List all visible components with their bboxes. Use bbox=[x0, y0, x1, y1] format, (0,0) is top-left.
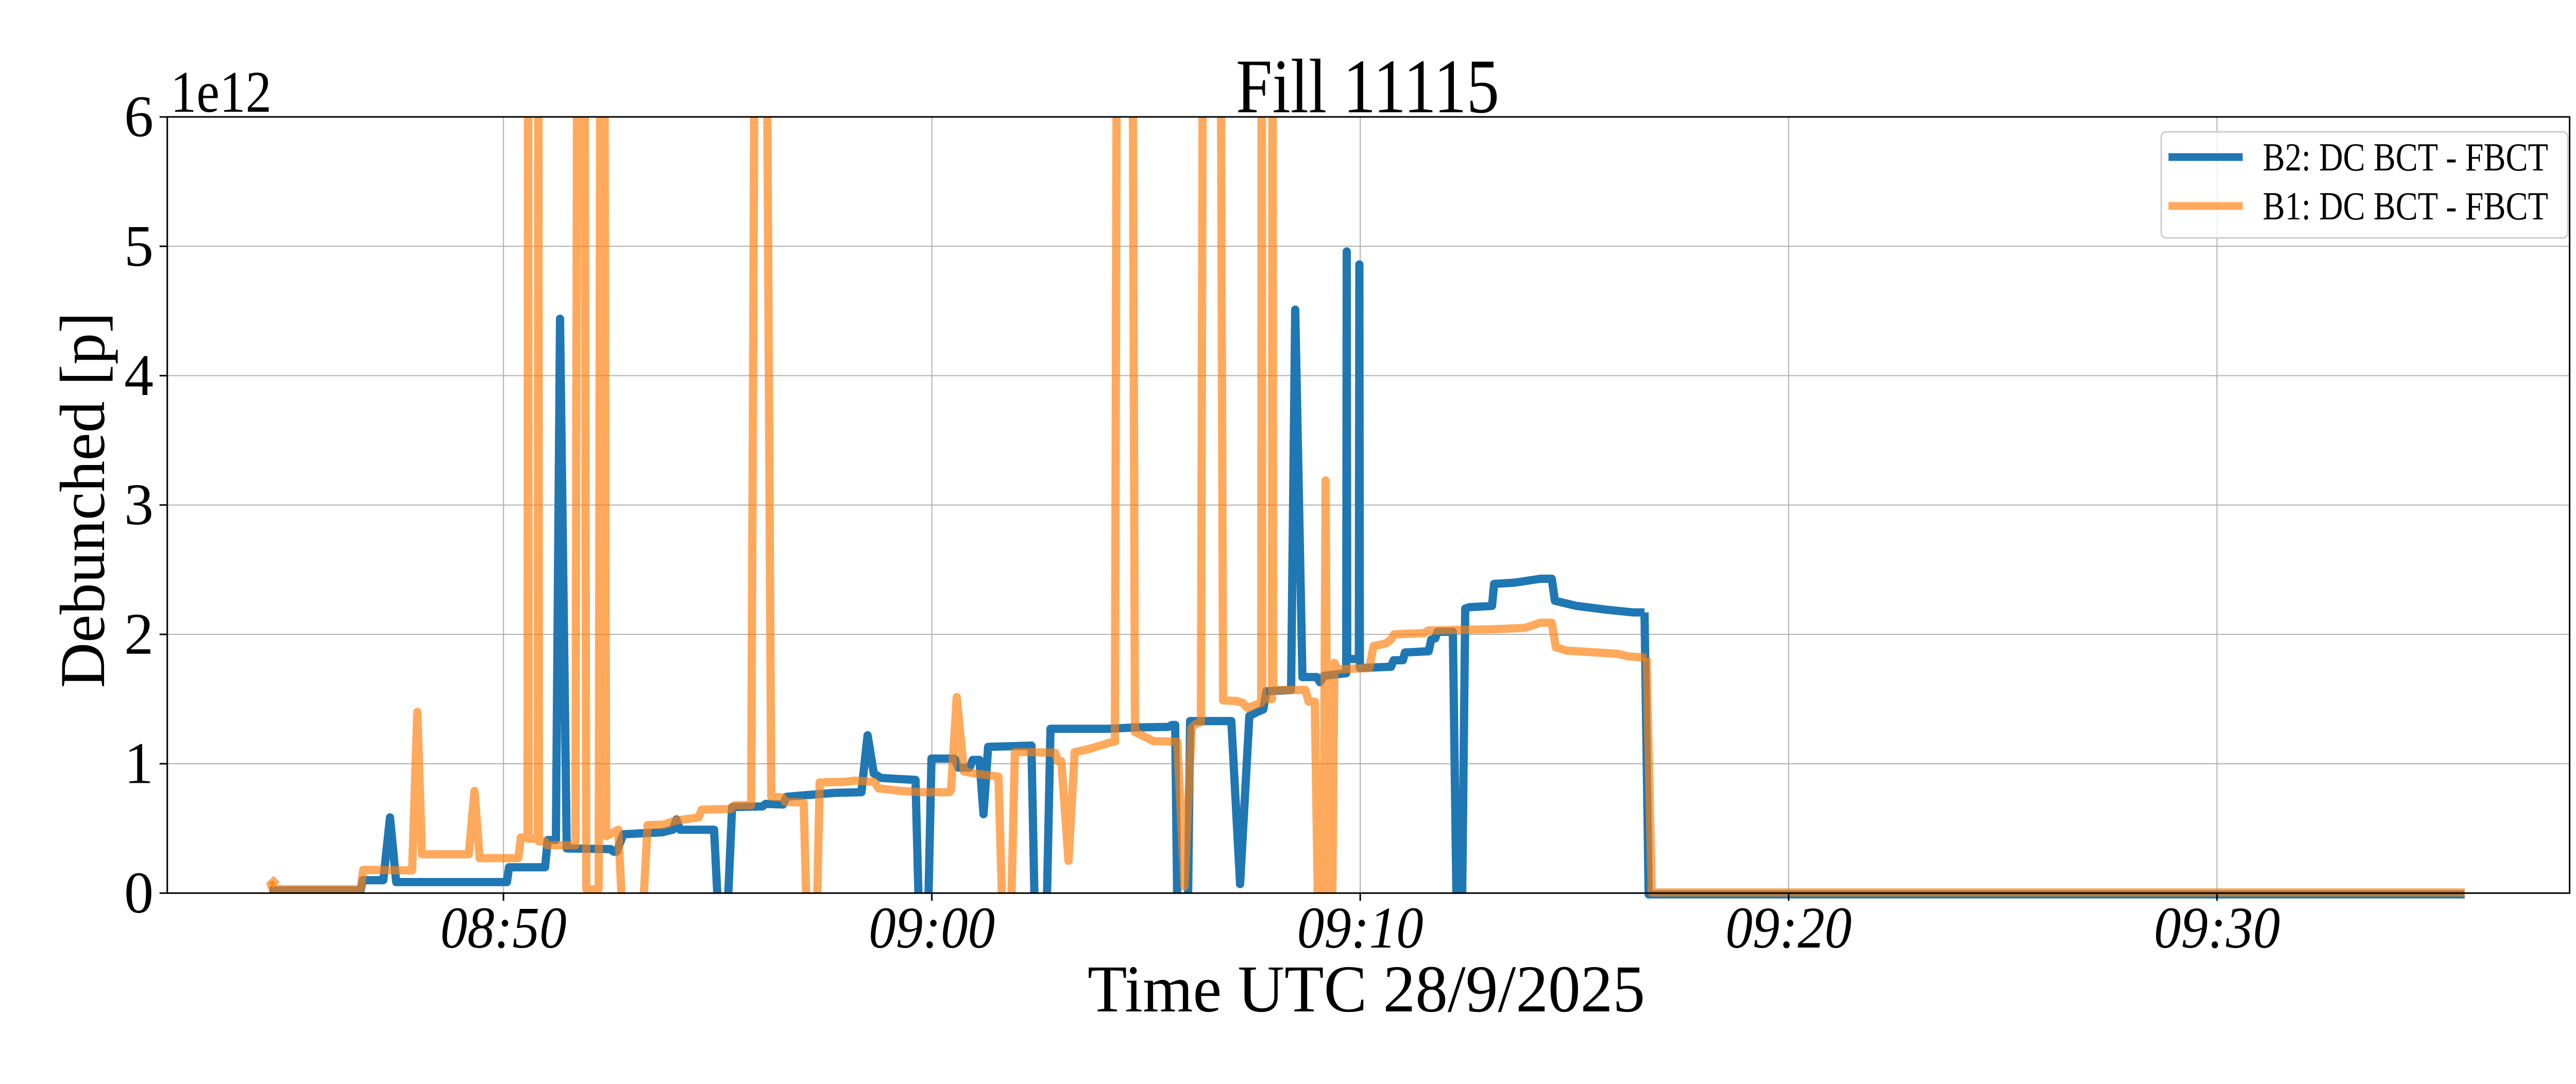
svg-text:09:10: 09:10 bbox=[1297, 895, 1423, 960]
svg-text:0: 0 bbox=[124, 860, 154, 925]
svg-text:Fill 11115: Fill 11115 bbox=[1236, 44, 1499, 129]
svg-text:Time UTC 28/9/2025: Time UTC 28/9/2025 bbox=[1088, 952, 1645, 1026]
svg-text:B1: DC BCT - FBCT: B1: DC BCT - FBCT bbox=[2263, 184, 2548, 228]
svg-text:09:00: 09:00 bbox=[869, 895, 995, 960]
svg-text:2: 2 bbox=[124, 601, 154, 666]
svg-text:1: 1 bbox=[124, 731, 154, 796]
svg-text:6: 6 bbox=[124, 84, 154, 149]
svg-text:08:50: 08:50 bbox=[440, 895, 567, 960]
svg-text:3: 3 bbox=[124, 472, 154, 537]
svg-text:4: 4 bbox=[124, 342, 154, 408]
svg-text:1e12: 1e12 bbox=[171, 59, 272, 125]
svg-text:B2: DC BCT - FBCT: B2: DC BCT - FBCT bbox=[2263, 135, 2548, 179]
svg-text:09:30: 09:30 bbox=[2154, 895, 2280, 960]
svg-text:09:20: 09:20 bbox=[1725, 895, 1852, 960]
svg-text:5: 5 bbox=[124, 213, 154, 279]
svg-text:Debunched [p]: Debunched [p] bbox=[47, 312, 118, 688]
